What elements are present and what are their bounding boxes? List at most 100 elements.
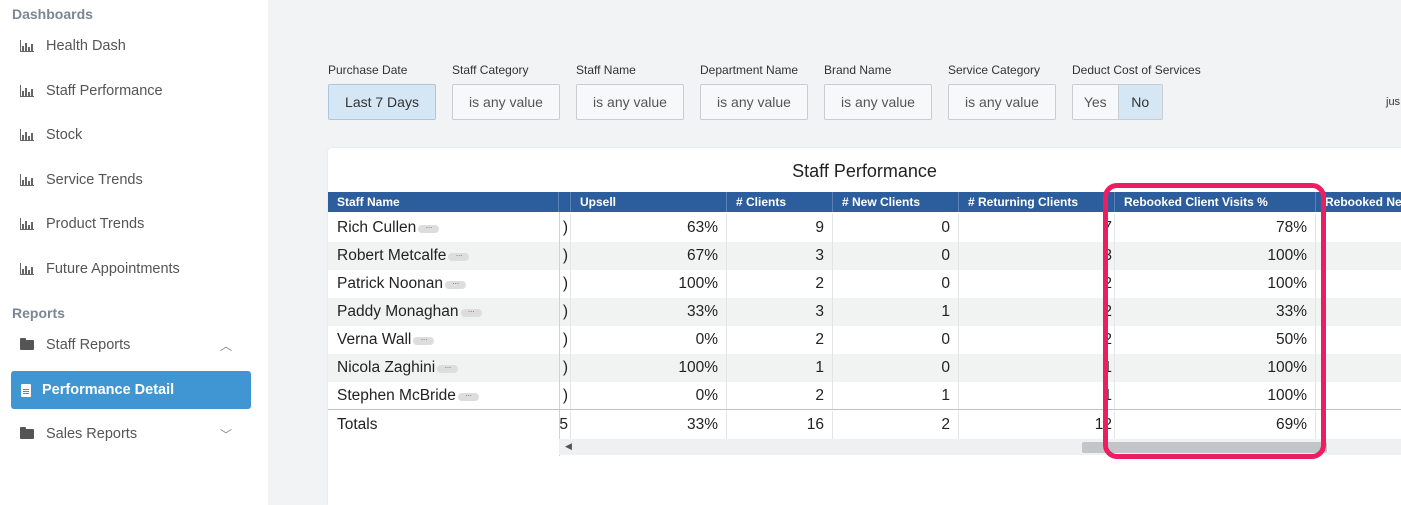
more-options-icon[interactable]: ··· xyxy=(457,391,479,401)
sidebar-item-future-appointments[interactable]: Future Appointments xyxy=(20,257,180,281)
filter-deduct-cost: Deduct Cost of Services Yes No xyxy=(1072,63,1201,120)
col-header-new-clients[interactable]: # New Clients xyxy=(833,192,959,212)
dashboards-heading: Dashboards xyxy=(12,6,93,22)
filter-staff-name: Staff Name is any value xyxy=(576,63,684,120)
staff-name-text: Rich Cullen xyxy=(337,219,417,236)
upsell-cell: 33% xyxy=(571,298,727,326)
bar-chart-icon xyxy=(20,129,34,141)
department-name-button[interactable]: is any value xyxy=(700,84,808,120)
chevron-up-icon[interactable]: ︿ xyxy=(219,338,232,353)
sidebar-item-sales-reports[interactable]: Sales Reports ﹀ xyxy=(20,422,232,446)
clipped-cell: ) xyxy=(559,354,571,382)
rebooked-pct-cell: 50% xyxy=(1115,326,1316,354)
staff-name-cell[interactable]: Stephen McBride ··· xyxy=(328,382,559,410)
chevron-down-icon[interactable]: ﹀ xyxy=(219,427,232,442)
sidebar-item-label: Health Dash xyxy=(46,38,126,54)
folder-icon xyxy=(20,338,34,350)
col-header-clipped[interactable] xyxy=(559,192,571,212)
service-category-button[interactable]: is any value xyxy=(948,84,1056,120)
rebooked-pct-cell: 100% xyxy=(1115,270,1316,298)
clipped-cell: ) xyxy=(559,382,571,410)
deduct-toggle: Yes No xyxy=(1072,84,1163,120)
col-header-staff-name[interactable]: Staff Name xyxy=(328,192,559,212)
returning-clients-cell: 3 xyxy=(959,242,1115,270)
col-header-rebooked-pct[interactable]: Rebooked Client Visits % xyxy=(1115,192,1316,212)
purchase-date-button[interactable]: Last 7 Days xyxy=(328,84,436,120)
scroll-left-arrow-icon[interactable]: ◀ xyxy=(565,441,572,451)
more-options-icon[interactable]: ··· xyxy=(418,223,440,233)
filter-label: Deduct Cost of Services xyxy=(1072,63,1201,77)
more-options-icon[interactable]: ··· xyxy=(460,307,482,317)
sidebar-item-service-trends[interactable]: Service Trends xyxy=(20,168,143,192)
sidebar-item-performance-detail[interactable]: Performance Detail xyxy=(11,371,251,409)
horizontal-scrollbar[interactable]: ◀ xyxy=(559,439,1401,455)
staff-name-button[interactable]: is any value xyxy=(576,84,684,120)
staff-name-text: Paddy Monaghan xyxy=(337,303,459,320)
col-header-rebooked-new[interactable]: Rebooked Ne xyxy=(1316,192,1401,212)
new-clients-cell: 0 xyxy=(833,326,959,354)
bar-chart-icon xyxy=(20,174,34,186)
upsell-cell: 33% xyxy=(571,411,727,439)
sidebar-item-staff-reports[interactable]: Staff Reports ︿ xyxy=(20,333,232,357)
staff-name-cell[interactable]: Robert Metcalfe ··· xyxy=(328,242,559,270)
sidebar-item-stock[interactable]: Stock xyxy=(20,123,82,147)
new-clients-cell: 0 xyxy=(833,354,959,382)
col-header-upsell[interactable]: Upsell xyxy=(571,192,727,212)
clients-cell: 2 xyxy=(727,270,833,298)
filter-department-name: Department Name is any value xyxy=(700,63,808,120)
staff-name-cell[interactable]: Nicola Zaghini ··· xyxy=(328,354,559,382)
more-options-icon[interactable]: ··· xyxy=(413,335,435,345)
upsell-cell: 63% xyxy=(571,214,727,242)
filter-label: Brand Name xyxy=(824,63,892,77)
document-icon xyxy=(21,383,31,397)
deduct-yes-button[interactable]: Yes xyxy=(1073,85,1118,119)
scrollbar-thumb[interactable] xyxy=(1082,442,1327,453)
upsell-cell: 100% xyxy=(571,354,727,382)
returning-clients-cell: 1 xyxy=(959,354,1115,382)
sidebar-item-label: Product Trends xyxy=(46,216,145,232)
staff-name-text: Verna Wall xyxy=(337,331,412,348)
returning-clients-cell: 1 xyxy=(959,382,1115,410)
totals-divider xyxy=(328,409,1401,410)
upsell-cell: 0% xyxy=(571,326,727,354)
col-header-returning-clients[interactable]: # Returning Clients xyxy=(959,192,1115,212)
staff-performance-card: Staff Performance Staff Name Upsell # Cl… xyxy=(328,148,1401,505)
more-options-icon[interactable]: ··· xyxy=(444,279,466,289)
filter-brand-name: Brand Name is any value xyxy=(824,63,932,120)
staff-name-cell[interactable]: Verna Wall ··· xyxy=(328,326,559,354)
col-header-clients[interactable]: # Clients xyxy=(727,192,833,212)
returning-clients-cell: 7 xyxy=(959,214,1115,242)
filter-staff-category: Staff Category is any value xyxy=(452,63,560,120)
rebooked-pct-cell: 78% xyxy=(1115,214,1316,242)
returning-clients-cell: 2 xyxy=(959,270,1115,298)
sidebar-item-product-trends[interactable]: Product Trends xyxy=(20,212,144,236)
sidebar-item-label: Stock xyxy=(46,127,83,143)
staff-name-cell[interactable]: Rich Cullen ··· xyxy=(328,214,559,242)
brand-name-button[interactable]: is any value xyxy=(824,84,932,120)
filter-purchase-date: Purchase Date Last 7 Days xyxy=(328,63,436,120)
rebooked-pct-cell: 100% xyxy=(1115,354,1316,382)
sidebar-item-health-dash[interactable]: Health Dash xyxy=(20,34,126,58)
folder-icon xyxy=(20,427,34,439)
staff-name-text: Robert Metcalfe xyxy=(337,247,447,264)
more-options-icon[interactable]: ··· xyxy=(448,251,470,261)
staff-name-cell[interactable]: Paddy Monaghan ··· xyxy=(328,298,559,326)
staff-name-cell[interactable]: Totals xyxy=(328,411,559,439)
filter-service-category: Service Category is any value xyxy=(948,63,1056,120)
returning-clients-cell: 12 xyxy=(959,411,1115,439)
staff-name-text: Stephen McBride xyxy=(337,387,456,404)
clients-cell: 9 xyxy=(727,214,833,242)
staff-name-cell[interactable]: Patrick Noonan ··· xyxy=(328,270,559,298)
staff-category-button[interactable]: is any value xyxy=(452,84,560,120)
rebooked-pct-cell: 69% xyxy=(1115,411,1316,439)
deduct-no-button[interactable]: No xyxy=(1117,85,1162,119)
clipped-cell: ) xyxy=(559,326,571,354)
new-clients-cell: 1 xyxy=(833,298,959,326)
bar-chart-icon xyxy=(20,218,34,230)
new-clients-cell: 0 xyxy=(833,270,959,298)
rebooked-pct-cell: 33% xyxy=(1115,298,1316,326)
more-options-icon[interactable]: ··· xyxy=(437,363,459,373)
sidebar-item-label: Staff Performance xyxy=(46,83,163,99)
sidebar-item-staff-performance[interactable]: Staff Performance xyxy=(20,79,163,103)
clipped-cell: ) xyxy=(559,214,571,242)
